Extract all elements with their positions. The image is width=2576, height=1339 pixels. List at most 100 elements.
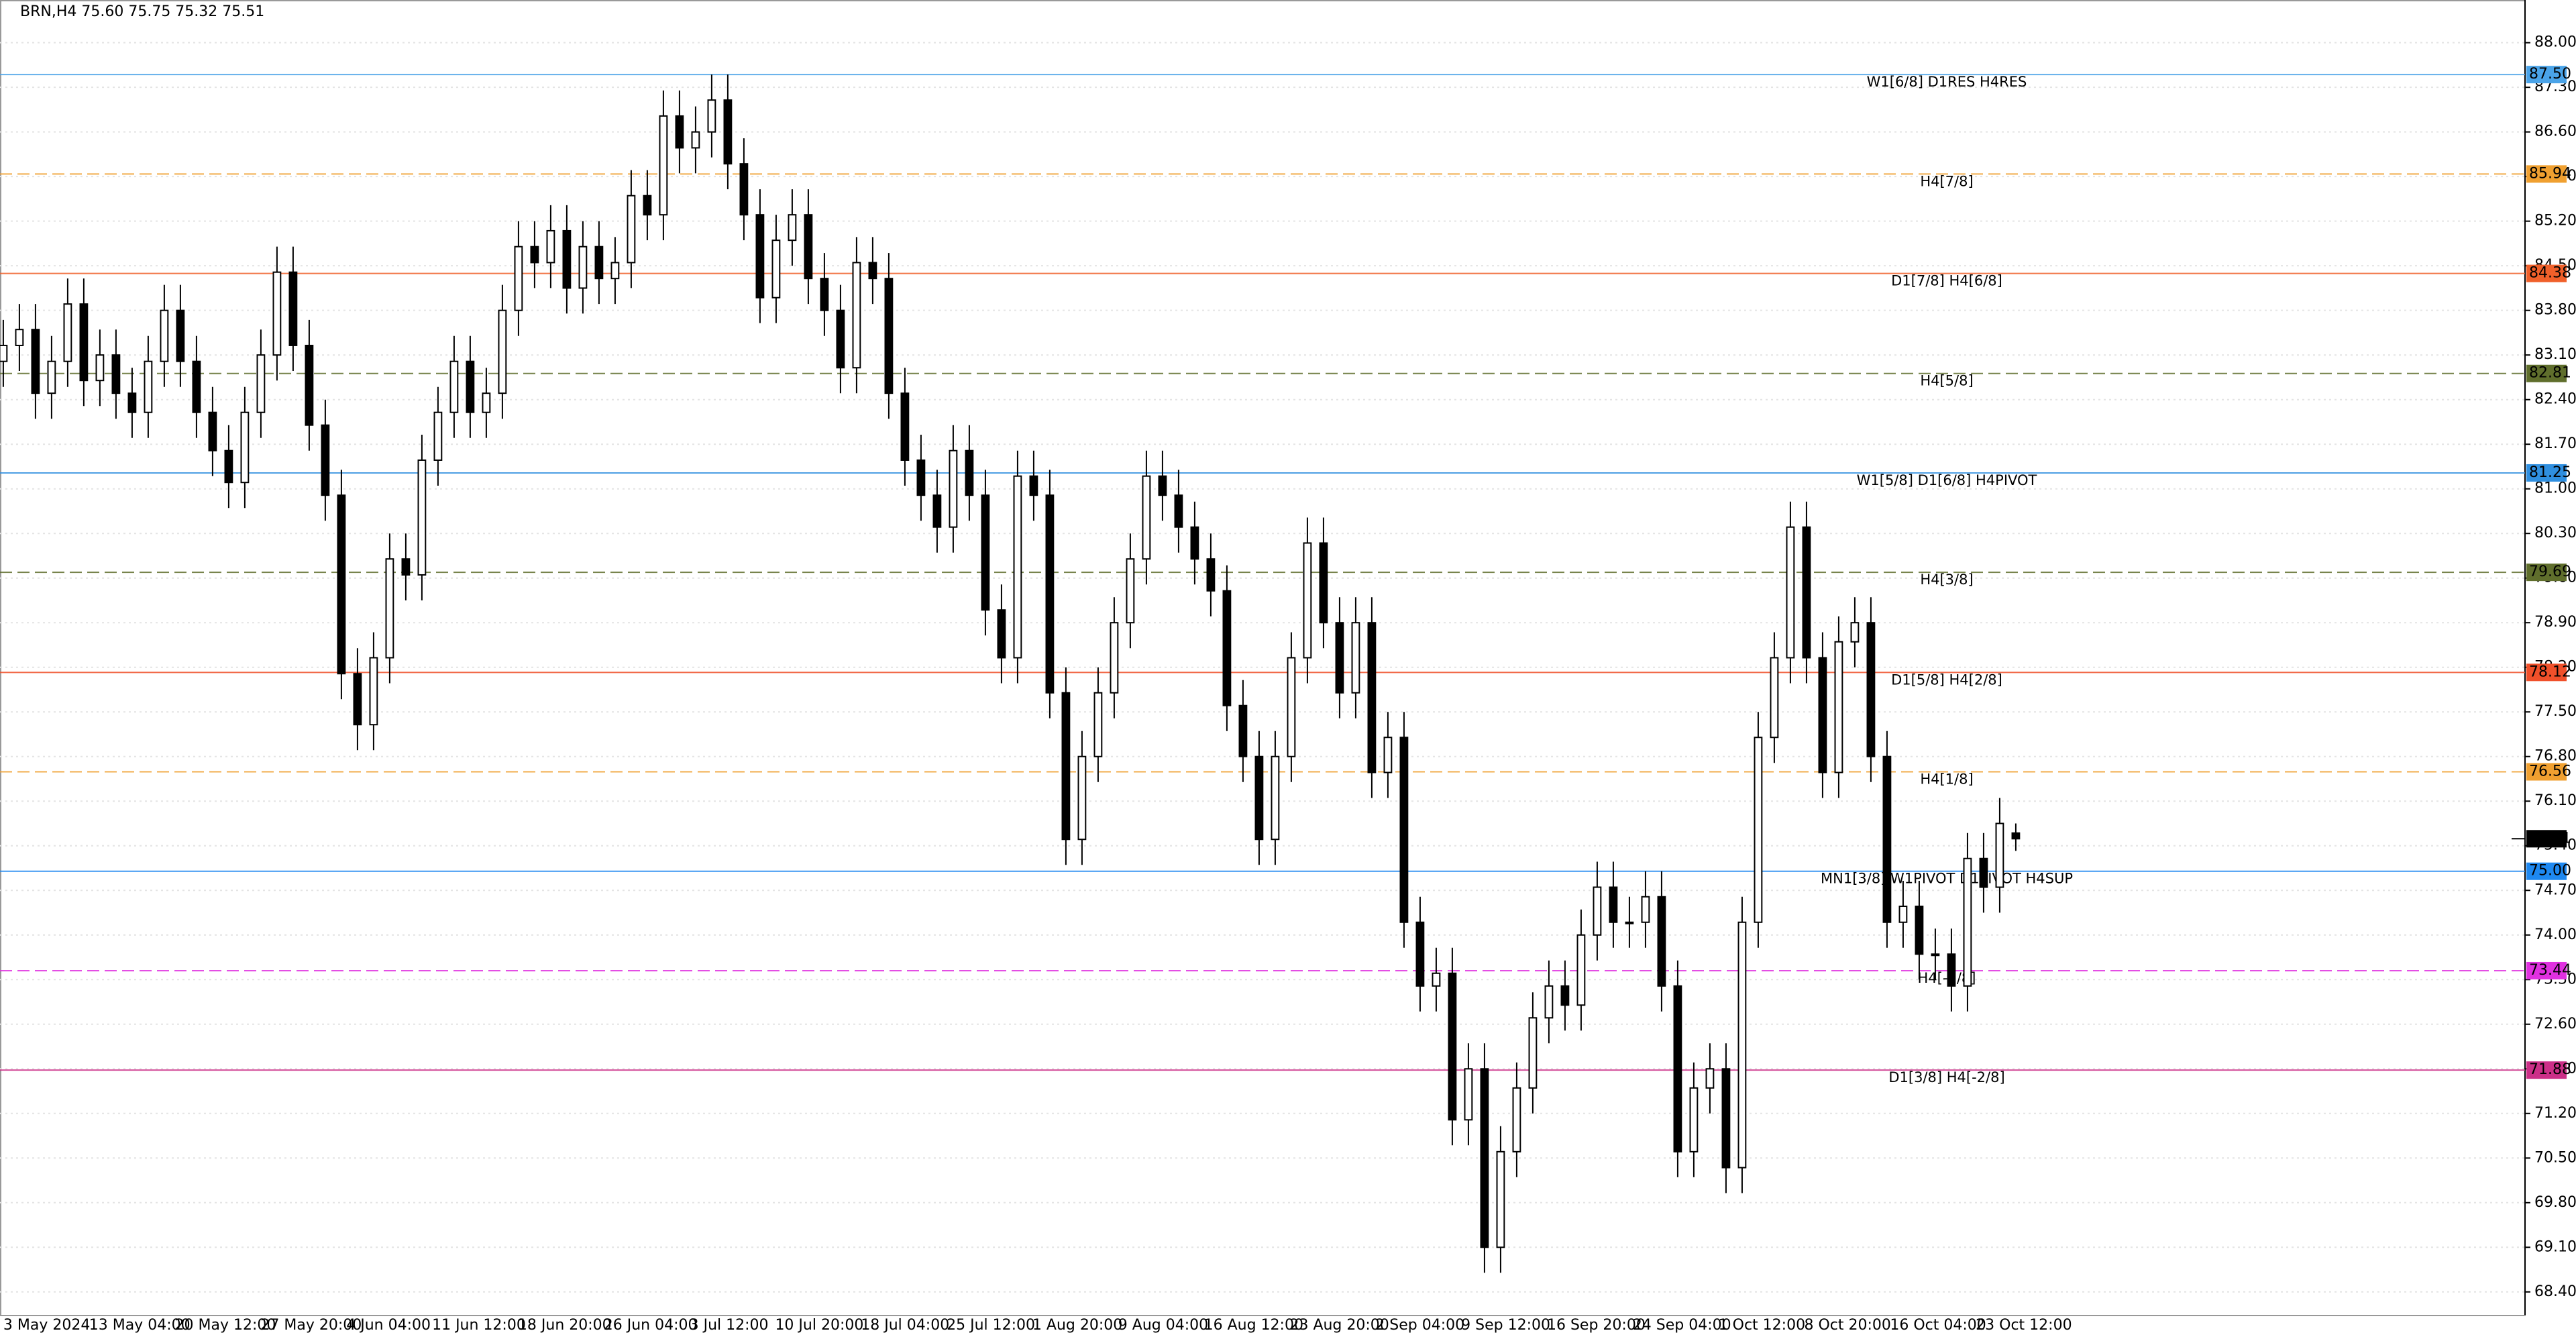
candle-body (675, 115, 684, 149)
candle-body (1898, 906, 1908, 923)
candle-body (208, 411, 217, 451)
candle-body (546, 229, 555, 264)
y-tick-label: 83.10 (2534, 346, 2576, 363)
level-label: D1[5/8] H4[2/8] (1891, 672, 2002, 688)
x-tick-label: 16 Oct 04:00 (1890, 1317, 1986, 1334)
candle-body (900, 392, 910, 461)
candle-body (1271, 755, 1280, 841)
y-tick-label: 86.60 (2534, 123, 2576, 140)
candle-body (0, 344, 8, 362)
candle-body (127, 392, 137, 413)
x-tick-label: 3 Jul 12:00 (690, 1317, 769, 1334)
x-tick-label: 16 Sep 20:00 (1547, 1317, 1646, 1334)
y-tick-label: 69.10 (2534, 1238, 2576, 1255)
level-badge (2526, 66, 2567, 84)
candle-body (1818, 657, 1827, 773)
candle-body (1528, 1017, 1538, 1089)
candle-body (466, 360, 475, 413)
candle-body (1351, 622, 1360, 694)
level-badge-label: 82.81 (2529, 365, 2571, 382)
candle-body (788, 214, 797, 242)
candle-body (15, 329, 24, 346)
level-badge (2526, 763, 2567, 781)
level-badge-label: 85.94 (2529, 165, 2571, 182)
candle-body (1673, 985, 1682, 1153)
candle-body (176, 309, 185, 362)
level-label: H4[3/8] (1920, 572, 1973, 588)
x-tick-label: 11 Jun 12:00 (432, 1317, 526, 1334)
candle-body (305, 344, 314, 426)
y-tick-label: 80.30 (2534, 525, 2576, 541)
candle-body (433, 411, 443, 461)
candle-body (1222, 590, 1232, 706)
level-badge-label: 75.00 (2529, 863, 2571, 879)
candle-body (949, 449, 958, 528)
y-tick-label: 85.20 (2534, 213, 2576, 229)
level-label: D1[3/8] H4[-2/8] (1888, 1069, 2004, 1085)
candle-body (1786, 526, 1795, 659)
x-tick-label: 8 Oct 20:00 (1804, 1317, 1890, 1334)
candle-body (47, 360, 56, 394)
level-badge (2526, 464, 2567, 482)
candle-body (1126, 558, 1135, 624)
candle-body (1576, 934, 1586, 1006)
candle-body (965, 449, 974, 496)
candle-body (1319, 542, 1328, 624)
y-tick-label: 76.10 (2534, 792, 2576, 809)
candle-body (691, 131, 700, 149)
x-tick-label: 25 Jul 12:00 (947, 1317, 1035, 1334)
level-badge-label: 71.88 (2529, 1061, 2571, 1078)
candle-body (627, 195, 636, 264)
y-tick-label: 68.40 (2534, 1283, 2576, 1300)
candle-body (981, 494, 990, 611)
candle-body (337, 494, 346, 675)
x-tick-label: 23 Aug 20:00 (1289, 1317, 1389, 1334)
x-tick-label: 10 Jul 20:00 (775, 1317, 863, 1334)
candle-body (1721, 1068, 1731, 1169)
candle-body (31, 329, 40, 394)
level-label: MN1[3/8] W1PIVOT D1PIVOT H4SUP (1821, 871, 2073, 887)
x-tick-label: 24 Sep 04:00 (1633, 1317, 1731, 1334)
candle-body (1061, 692, 1071, 841)
x-tick-label: 23 Oct 12:00 (1976, 1317, 2072, 1334)
candle-body (1737, 921, 1747, 1169)
candle-body (498, 309, 507, 394)
candle-body (1029, 475, 1038, 496)
candle-body (1609, 886, 1618, 923)
candle-body (514, 246, 523, 311)
y-tick-label: 69.80 (2534, 1194, 2576, 1211)
candle-body (63, 303, 72, 362)
x-tick-label: 16 Aug 12:00 (1204, 1317, 1303, 1334)
candle-body (321, 424, 330, 496)
candle-body (852, 262, 861, 369)
candle-body (417, 459, 427, 576)
level-badge-label: 87.50 (2529, 66, 2571, 83)
candle-body (932, 494, 942, 528)
candle-body (1947, 953, 1956, 987)
candle-body (401, 558, 411, 576)
candle-body (884, 278, 894, 394)
x-tick-label: 4 Jun 04:00 (346, 1317, 431, 1334)
candle-body (610, 262, 620, 280)
candle-body (562, 229, 572, 289)
candle-body (1705, 1068, 1715, 1089)
level-badge (2526, 1061, 2567, 1079)
level-label: W1[6/8] D1RES H4RES (1867, 74, 2027, 90)
candle-body (1142, 475, 1151, 560)
candle-body (111, 354, 121, 394)
candle-body (659, 115, 668, 216)
x-tick-label: 3 May 2024 (3, 1317, 90, 1334)
candle-body (1882, 755, 1892, 923)
candle-body (192, 360, 201, 413)
level-badge-label: 79.69 (2529, 564, 2571, 580)
candle-body (95, 354, 105, 382)
candle-body (804, 214, 813, 280)
x-tick-label: 18 Jul 04:00 (861, 1317, 949, 1334)
candle-body (1915, 906, 1924, 955)
candle-body (771, 239, 781, 299)
candle-body (1254, 755, 1264, 841)
y-tick-label: 74.00 (2534, 926, 2576, 943)
candle-body (1174, 494, 1183, 528)
candle-body (1110, 622, 1119, 694)
y-tick-label: 74.70 (2534, 881, 2576, 898)
